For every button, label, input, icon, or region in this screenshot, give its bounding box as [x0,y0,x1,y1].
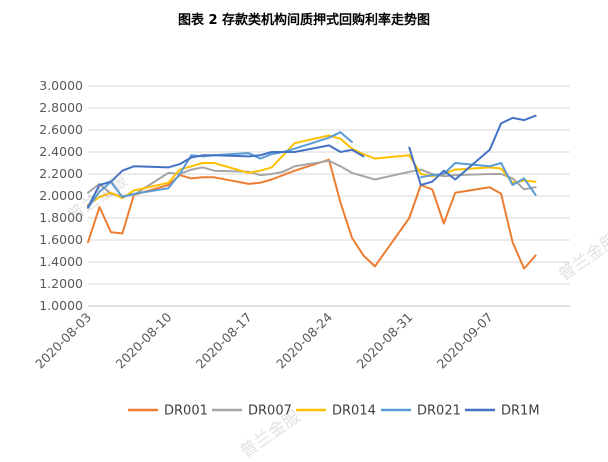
legend: DR001 DR007 DR014 DR021 DR1M [128,404,540,419]
chart-title: 图表 2 存款类机构间质押式回购利率走势图 [177,13,431,28]
legend-label-dr1m: DR1M [501,404,540,419]
series-line-dr1m [87,144,365,208]
y-tick-label: 1.6000 [39,232,83,247]
y-tick-label: 1.4000 [39,254,83,269]
x-tick-label: 2020-08-03 [32,310,94,372]
y-axis-tick-labels: 1.0000 1.2000 1.4000 1.6000 1.8000 2.0000 2.20… [39,78,83,313]
y-tick-label: 1.8000 [39,210,83,225]
y-tick-label: 2.2000 [39,166,83,181]
legend-label-dr007: DR007 [248,404,292,419]
x-tick-label: 2020-09-07 [434,310,496,372]
x-tick-label: 2020-08-24 [273,309,335,371]
y-tick-label: 1.2000 [39,276,83,291]
series-line-dr014 [87,134,537,206]
legend-label-dr014: DR014 [332,404,376,419]
series-line-dr001 [87,158,537,270]
x-tick-label: 2020-08-10 [112,309,174,371]
series-line-dr021 [419,162,537,196]
series-lines [87,114,537,270]
y-tick-label: 1.0000 [39,298,83,313]
series-line-dr1m [408,114,537,186]
x-tick-label: 2020-08-31 [353,310,415,372]
x-axis-tick-labels: 2020-08-03 2020-08-10 2020-08-17 2020-08-24… [32,309,496,371]
y-tick-label: 2.6000 [39,122,83,137]
legend-label-dr021: DR021 [417,404,461,419]
line-chart: 1.0000 1.2000 1.4000 1.6000 1.8000 2.0000 2.20… [32,78,570,419]
y-tick-label: 2.8000 [39,100,83,115]
y-tick-label: 2.0000 [39,188,83,203]
y-tick-label: 3.0000 [39,78,83,93]
legend-label-dr001: DR001 [164,404,208,419]
x-tick-label: 2020-08-17 [193,310,255,372]
y-tick-label: 2.4000 [39,144,83,159]
gridlines [88,85,570,307]
